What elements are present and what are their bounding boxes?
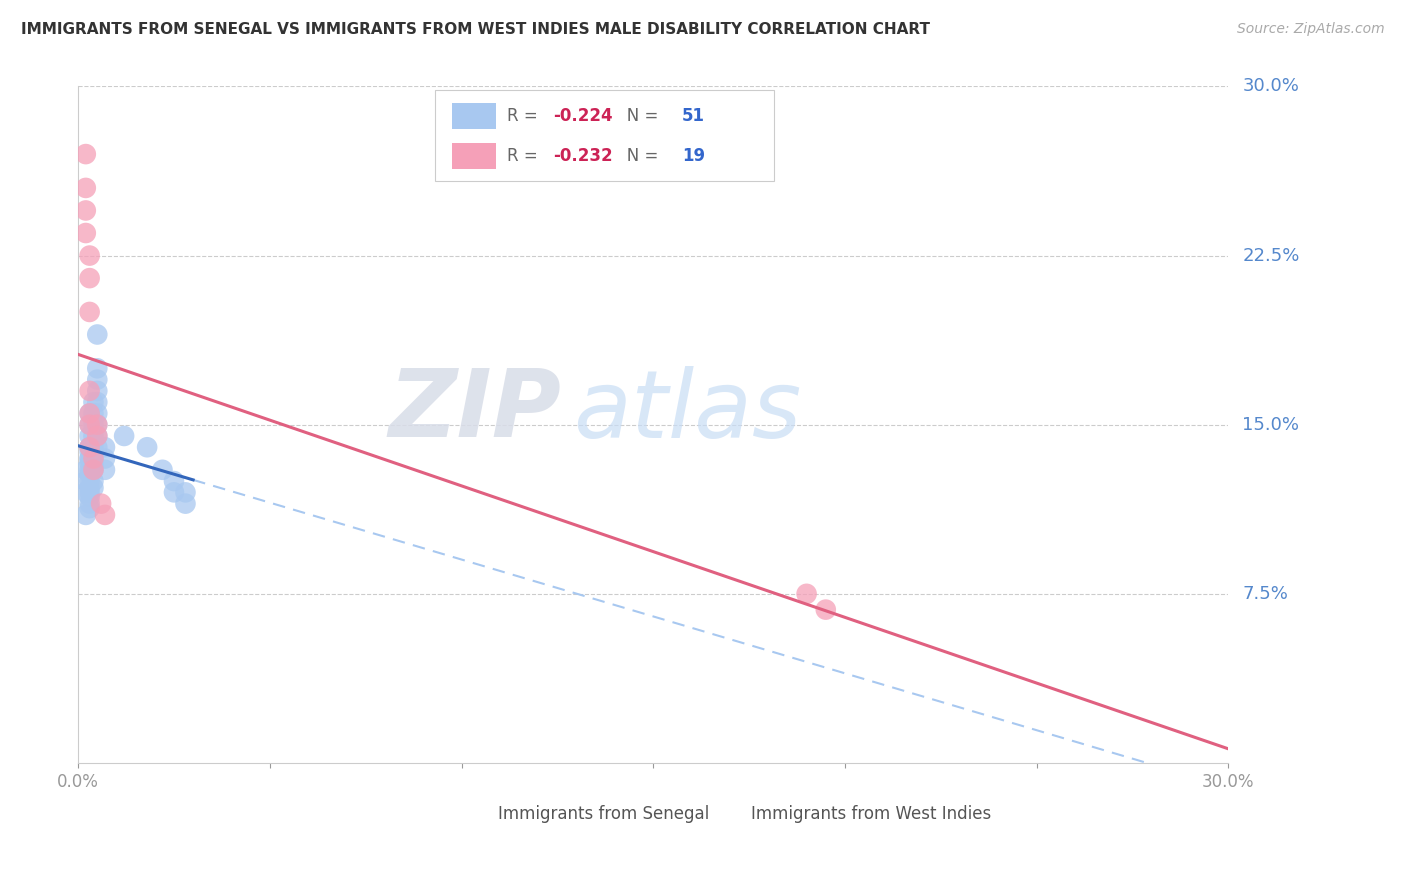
Point	[86, 406, 108, 420]
Point	[86, 373, 108, 387]
Point	[79, 384, 101, 398]
Point	[163, 474, 186, 488]
Point	[86, 361, 108, 376]
Point	[86, 327, 108, 342]
Point	[79, 429, 101, 443]
Point	[152, 463, 174, 477]
Point	[86, 417, 108, 432]
Point	[79, 417, 101, 432]
Point	[75, 474, 97, 488]
Point	[82, 451, 104, 466]
Point	[82, 451, 104, 466]
Point	[79, 406, 101, 420]
Point	[79, 497, 101, 511]
Point	[79, 474, 101, 488]
Point	[79, 440, 101, 454]
Text: IMMIGRANTS FROM SENEGAL VS IMMIGRANTS FROM WEST INDIES MALE DISABILITY CORRELATI: IMMIGRANTS FROM SENEGAL VS IMMIGRANTS FR…	[21, 22, 931, 37]
Text: N =: N =	[610, 147, 664, 165]
Point	[82, 417, 104, 432]
Point	[82, 474, 104, 488]
Point	[79, 467, 101, 482]
Text: R =: R =	[508, 107, 543, 125]
FancyBboxPatch shape	[451, 103, 496, 129]
Point	[79, 451, 101, 466]
Point	[75, 147, 97, 161]
Point	[79, 490, 101, 504]
Text: ZIP: ZIP	[388, 365, 561, 458]
Point	[94, 451, 117, 466]
Text: -0.224: -0.224	[553, 107, 613, 125]
Point	[79, 271, 101, 285]
Point	[79, 463, 101, 477]
Point	[79, 481, 101, 495]
Point	[86, 440, 108, 454]
Point	[82, 395, 104, 409]
Text: 30.0%: 30.0%	[1243, 78, 1299, 95]
Point	[75, 226, 97, 240]
Text: Source: ZipAtlas.com: Source: ZipAtlas.com	[1237, 22, 1385, 37]
Point	[79, 485, 101, 500]
FancyBboxPatch shape	[434, 90, 775, 181]
Point	[86, 384, 108, 398]
Point	[174, 497, 197, 511]
Point	[79, 440, 101, 454]
Point	[82, 406, 104, 420]
Point	[79, 305, 101, 319]
Point	[79, 417, 101, 432]
Text: 7.5%: 7.5%	[1243, 585, 1288, 603]
Point	[82, 444, 104, 458]
Text: atlas: atlas	[572, 366, 801, 457]
FancyBboxPatch shape	[451, 143, 496, 169]
Point	[112, 429, 135, 443]
Point	[75, 463, 97, 477]
Point	[79, 501, 101, 516]
Point	[82, 481, 104, 495]
Point	[814, 602, 837, 616]
Point	[86, 395, 108, 409]
Point	[79, 444, 101, 458]
Point	[75, 203, 97, 218]
Point	[136, 440, 159, 454]
Point	[82, 463, 104, 477]
Point	[79, 249, 101, 263]
Point	[75, 508, 97, 522]
Text: Immigrants from Senegal: Immigrants from Senegal	[498, 805, 709, 822]
Point	[75, 181, 97, 195]
Text: Immigrants from West Indies: Immigrants from West Indies	[751, 805, 991, 822]
Text: R =: R =	[508, 147, 543, 165]
Text: -0.232: -0.232	[553, 147, 613, 165]
Point	[94, 440, 117, 454]
Point	[75, 485, 97, 500]
Text: 15.0%: 15.0%	[1243, 416, 1299, 434]
Point	[82, 429, 104, 443]
Point	[79, 456, 101, 470]
Point	[82, 463, 104, 477]
Point	[86, 429, 108, 443]
Point	[94, 463, 117, 477]
Point	[86, 417, 108, 432]
Point	[94, 508, 117, 522]
Text: 19: 19	[682, 147, 706, 165]
Point	[79, 406, 101, 420]
Point	[796, 587, 818, 601]
Text: 22.5%: 22.5%	[1243, 246, 1299, 265]
Point	[163, 485, 186, 500]
Point	[79, 440, 101, 454]
Point	[82, 458, 104, 473]
Point	[174, 485, 197, 500]
Point	[79, 451, 101, 466]
Text: 51: 51	[682, 107, 704, 125]
Text: N =: N =	[610, 107, 664, 125]
Point	[86, 429, 108, 443]
Point	[82, 440, 104, 454]
Point	[90, 497, 112, 511]
